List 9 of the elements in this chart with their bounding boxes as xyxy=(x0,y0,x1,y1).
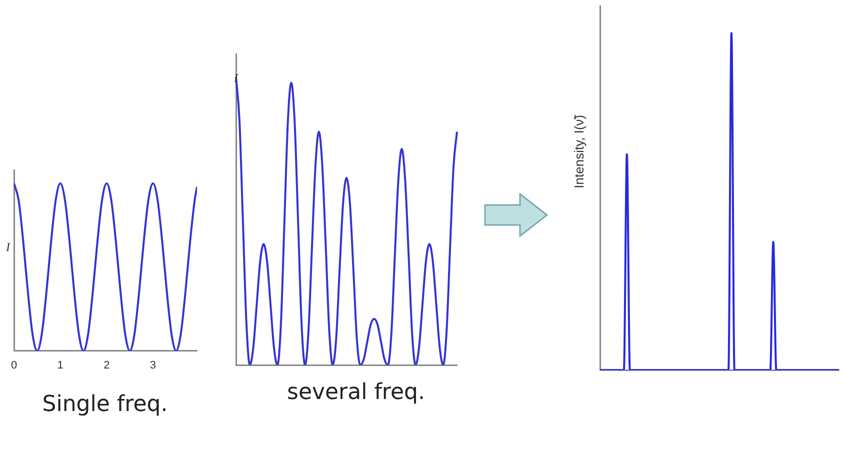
x-tick-label: 1 xyxy=(57,359,64,372)
text: Single freq. xyxy=(42,392,168,417)
x-tick-label: 0 xyxy=(10,359,18,372)
y-axis-title: Intensity, I(ν̃) xyxy=(572,114,587,188)
x-tick-label: 3 xyxy=(150,359,156,372)
y-axis-title: I xyxy=(5,240,11,254)
text: several freq. xyxy=(287,380,425,405)
y-axis-title: I xyxy=(233,71,239,86)
x-tick-label: 2 xyxy=(104,359,110,372)
